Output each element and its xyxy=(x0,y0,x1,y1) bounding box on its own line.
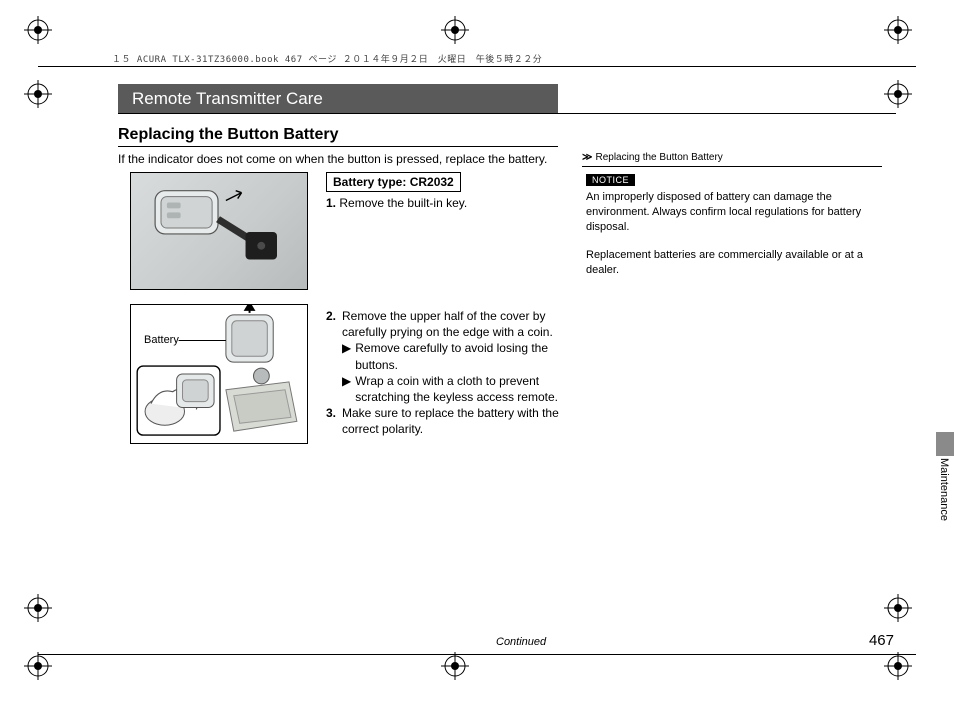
notice-label: NOTICE xyxy=(586,174,635,186)
footer-rule xyxy=(38,654,916,655)
figure-remove-key xyxy=(130,172,308,290)
sidebar-ref-text: Replacing the Button Battery xyxy=(595,152,722,163)
header-stamp: １５ ACURA TLX-31TZ36000.book 467 ページ ２０１４… xyxy=(112,52,542,65)
step-2-sub1: Remove carefully to avoid losing the but… xyxy=(355,340,562,372)
figure-battery-label: Battery xyxy=(144,334,179,346)
figure-open-cover xyxy=(130,304,308,444)
notice-body: An improperly disposed of battery can da… xyxy=(586,190,876,235)
registration-mark-icon xyxy=(884,652,912,680)
registration-mark-icon xyxy=(24,16,52,44)
header-rule xyxy=(38,66,916,67)
bullet-icon: ▶ xyxy=(342,373,351,405)
registration-mark-icon xyxy=(24,594,52,622)
continued-label: Continued xyxy=(496,636,546,648)
step-2-text: Remove the upper half of the cover by ca… xyxy=(342,308,562,340)
step-3-text: Make sure to replace the battery with th… xyxy=(342,405,562,437)
step-2-sub2: Wrap a coin with a cloth to prevent scra… xyxy=(355,373,562,405)
title-rule xyxy=(118,113,896,114)
registration-mark-icon xyxy=(24,80,52,108)
step-3-num: 3. xyxy=(326,405,342,437)
page-title-text: Remote Transmitter Care xyxy=(132,89,323,109)
registration-mark-icon xyxy=(441,652,469,680)
registration-mark-icon xyxy=(884,16,912,44)
sidebar-rule xyxy=(582,166,882,167)
step-1-num: 1. xyxy=(326,196,336,210)
section-heading: Replacing the Button Battery xyxy=(118,126,338,144)
registration-mark-icon xyxy=(24,652,52,680)
section-rule xyxy=(118,146,558,147)
bullet-icon: ▶ xyxy=(342,340,351,372)
steps-2-3: 2. Remove the upper half of the cover by… xyxy=(326,308,562,438)
step-1-text: Remove the built-in key. xyxy=(339,196,467,210)
intro-text: If the indicator does not come on when t… xyxy=(118,152,558,166)
vertical-section-label: Maintenance xyxy=(938,458,950,521)
side-tab xyxy=(936,432,954,456)
registration-mark-icon xyxy=(441,16,469,44)
registration-mark-icon xyxy=(884,594,912,622)
sidebar-paragraph: Replacement batteries are commercially a… xyxy=(586,248,876,278)
page-title-bar: Remote Transmitter Care xyxy=(118,84,558,114)
step-1: 1. Remove the built-in key. xyxy=(326,196,556,210)
battery-type-box: Battery type: CR2032 xyxy=(326,172,461,192)
step-2-num: 2. xyxy=(326,308,342,340)
registration-mark-icon xyxy=(884,80,912,108)
sidebar-ref: ≫ Replacing the Button Battery xyxy=(582,152,723,163)
page-number: 467 xyxy=(869,632,894,649)
chevron-icon: ≫ xyxy=(582,152,592,163)
